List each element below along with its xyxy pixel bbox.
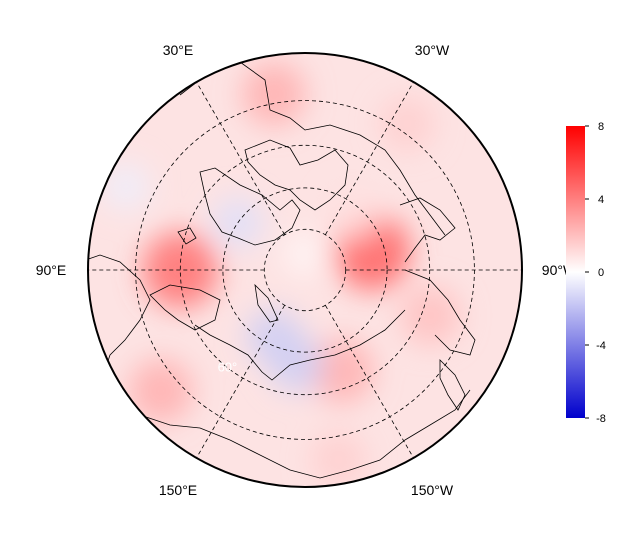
anomaly-blob bbox=[268, 336, 325, 393]
longitude-label: 30°W bbox=[415, 42, 450, 58]
anomaly-blob bbox=[129, 358, 193, 423]
coastline-kamchatka bbox=[439, 359, 466, 411]
colorbar-tick-label: 4 bbox=[598, 194, 604, 206]
coastline-canadian-archipelago bbox=[244, 139, 349, 211]
colorbar-gradient bbox=[566, 126, 585, 418]
meridian-line bbox=[325, 81, 414, 235]
parallel-line bbox=[222, 187, 388, 353]
colorbar-tick-label: 8 bbox=[598, 121, 604, 133]
anomaly-blob bbox=[102, 162, 150, 211]
longitude-label: 150°W bbox=[411, 482, 454, 498]
longitude-label: 90°E bbox=[36, 262, 67, 278]
coastline-asia-south bbox=[139, 389, 471, 479]
colorbar: 8 4 0 -4 -8 bbox=[566, 121, 606, 425]
longitude-label: 150°E bbox=[159, 482, 197, 498]
anomaly-blob bbox=[379, 95, 436, 152]
anomaly-blob bbox=[309, 339, 374, 403]
map-border bbox=[87, 52, 523, 488]
coastline-novaya-zemlya bbox=[254, 283, 279, 323]
coastline-greenland bbox=[199, 167, 301, 246]
anomaly-field bbox=[88, 53, 522, 487]
anomaly-blobs bbox=[102, 62, 461, 487]
anomaly-blob bbox=[242, 62, 306, 127]
meridian-line bbox=[196, 305, 285, 459]
coastline-iceland bbox=[177, 227, 197, 245]
coastline-north-america bbox=[179, 61, 446, 236]
colorbar-tick-label: 0 bbox=[598, 267, 604, 279]
coastline-siberia bbox=[194, 309, 406, 381]
coastline-chukotka bbox=[404, 269, 476, 356]
latitude-label: 60° bbox=[218, 360, 238, 375]
anomaly-blob bbox=[281, 230, 329, 277]
anomaly-blob bbox=[400, 285, 461, 346]
meridian-line bbox=[325, 305, 414, 459]
graticule bbox=[88, 53, 522, 487]
coastline-alaska bbox=[399, 197, 456, 263]
colorbar-tick-label: -8 bbox=[596, 413, 606, 425]
colorbar-ticks: 8 4 0 -4 -8 bbox=[585, 121, 606, 425]
meridian-line bbox=[196, 81, 285, 235]
anomaly-blob bbox=[310, 431, 367, 487]
coastlines bbox=[88, 61, 476, 479]
anomaly-blob bbox=[326, 187, 379, 240]
colorbar-tick-label: -4 bbox=[596, 340, 606, 352]
latitude-labels: 60° bbox=[218, 360, 238, 375]
anomaly-blob bbox=[211, 196, 264, 249]
coastline-scandinavia bbox=[149, 284, 221, 331]
longitude-label: 30°E bbox=[163, 42, 194, 58]
